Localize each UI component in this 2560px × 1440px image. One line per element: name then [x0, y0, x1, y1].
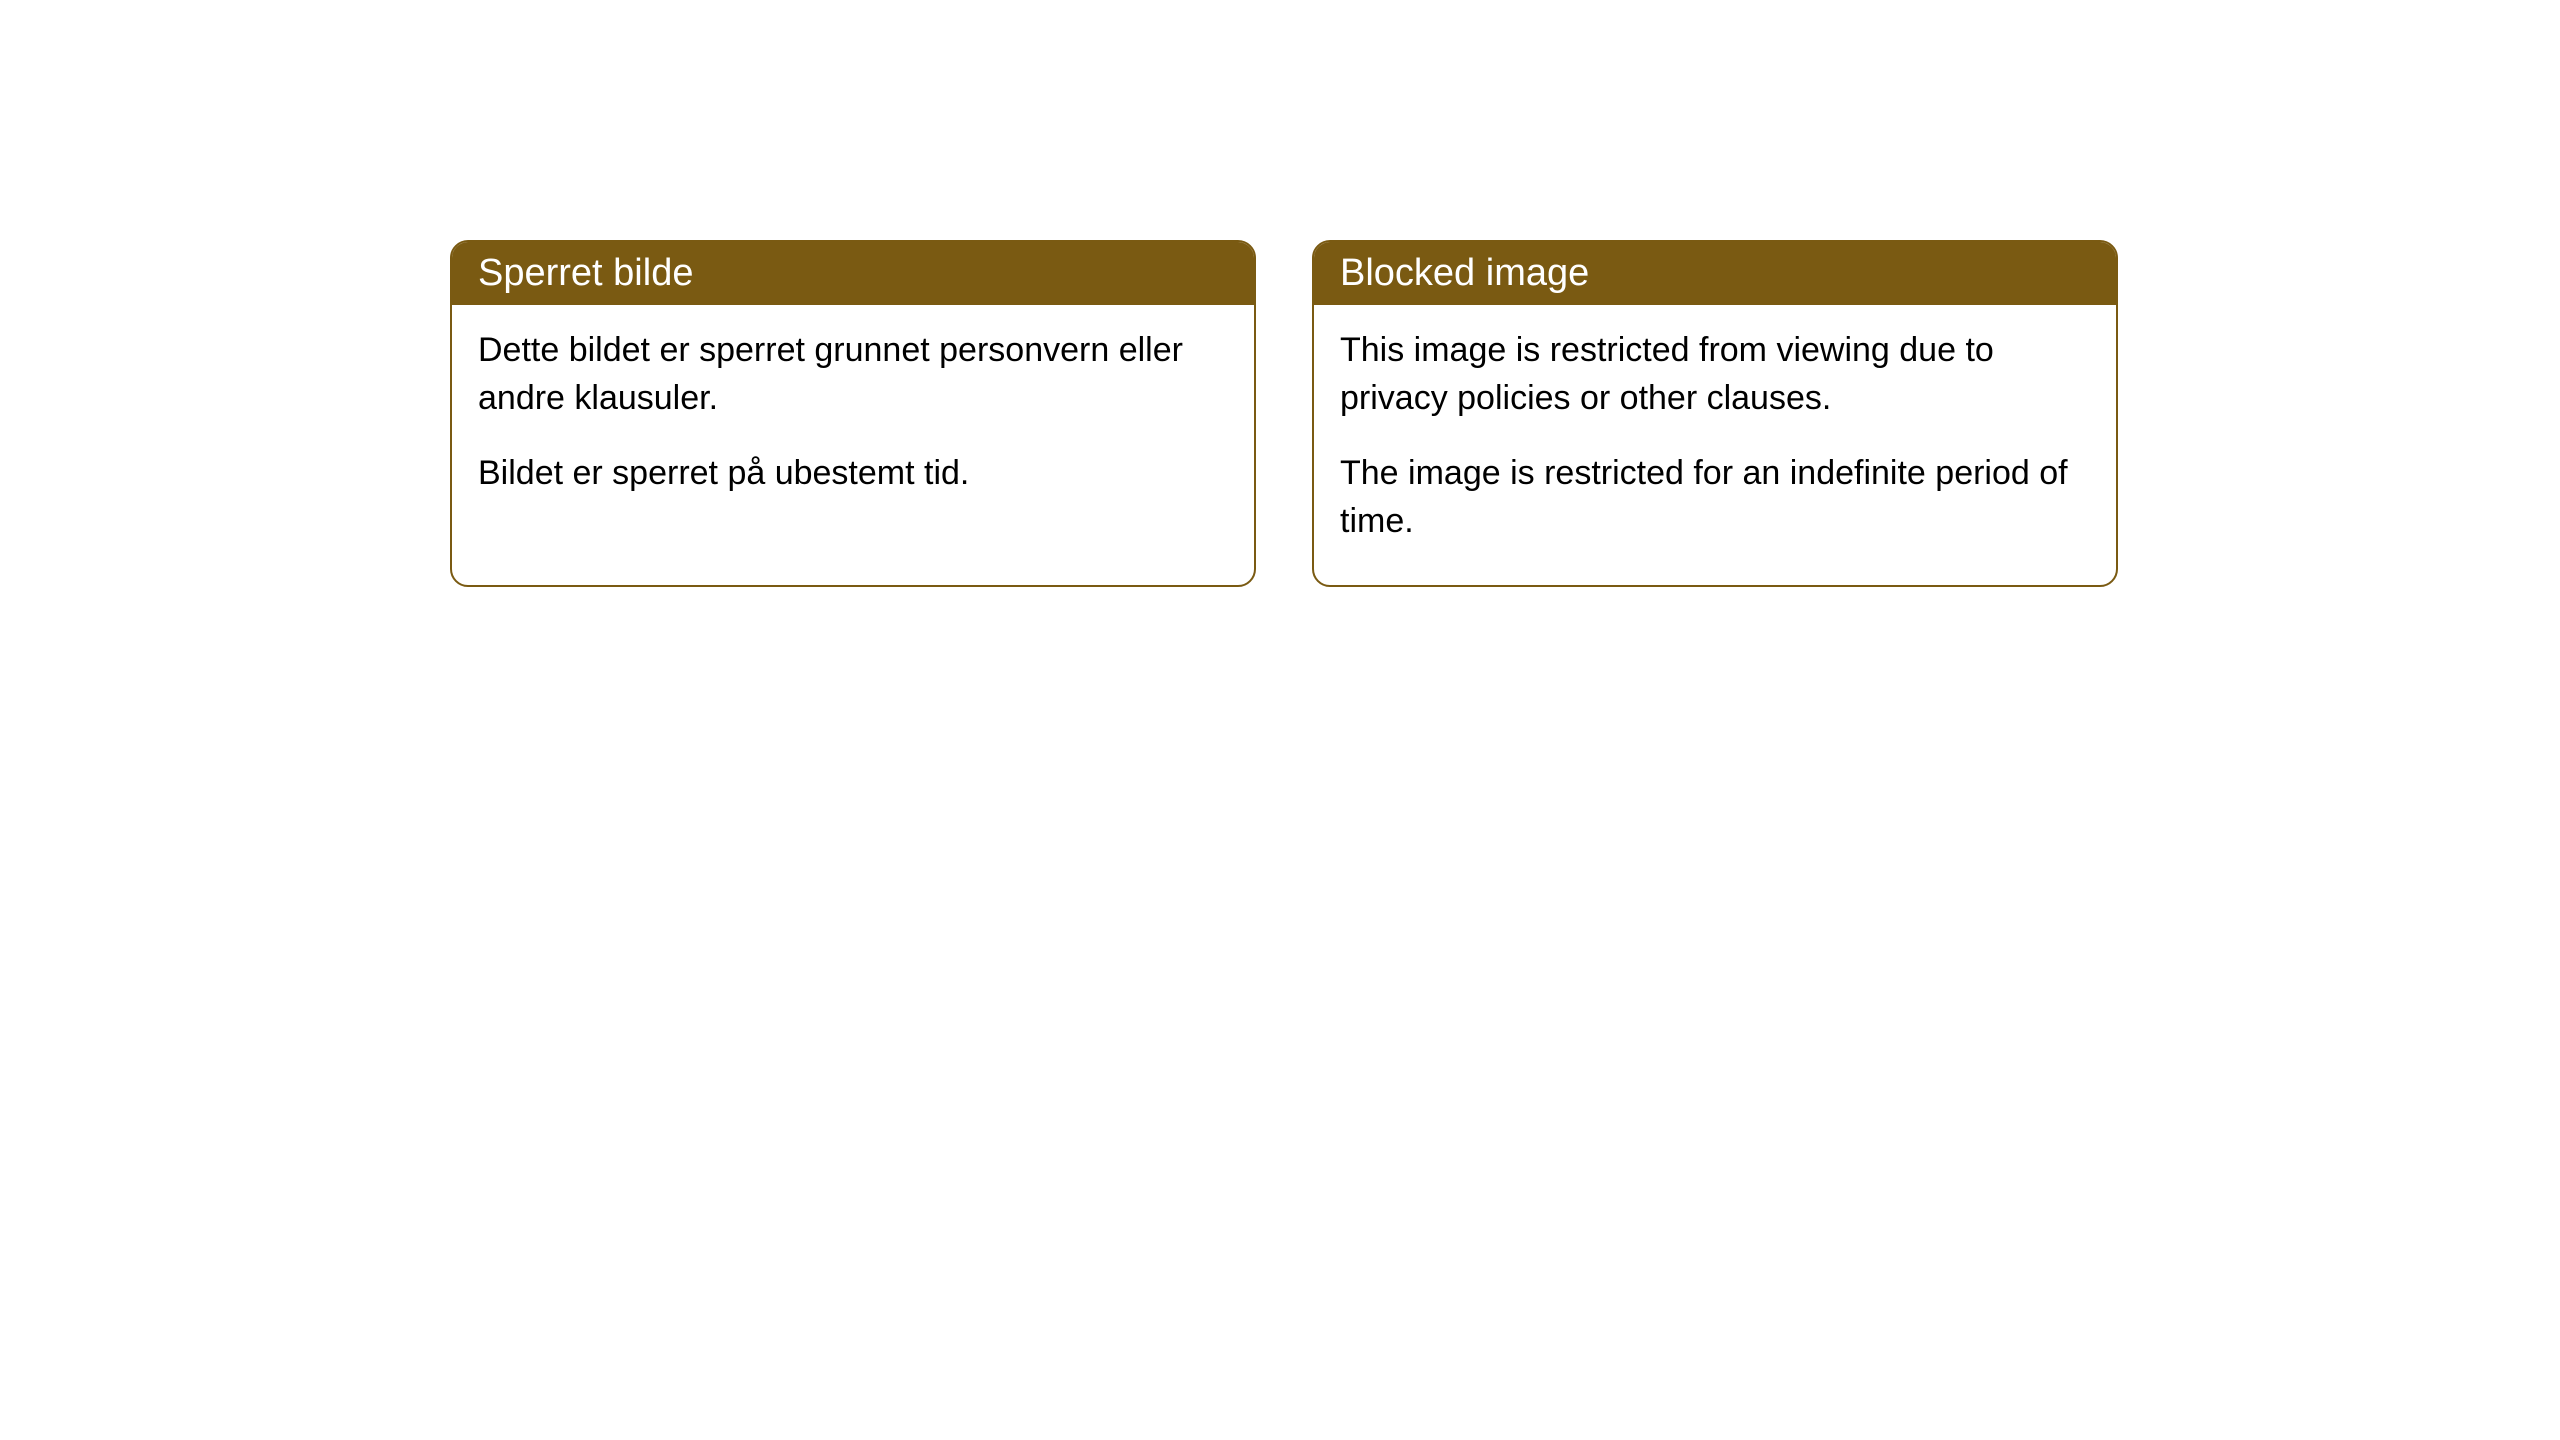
card-header: Blocked image [1314, 242, 2116, 305]
card-paragraph: Dette bildet er sperret grunnet personve… [478, 327, 1228, 422]
card-body: Dette bildet er sperret grunnet personve… [452, 305, 1254, 538]
card-title: Blocked image [1340, 252, 1589, 294]
notice-cards-container: Sperret bilde Dette bildet er sperret gr… [450, 240, 2118, 587]
card-body: This image is restricted from viewing du… [1314, 305, 2116, 585]
card-paragraph: Bildet er sperret på ubestemt tid. [478, 450, 1228, 498]
card-paragraph: This image is restricted from viewing du… [1340, 327, 2090, 422]
card-header: Sperret bilde [452, 242, 1254, 305]
notice-card-english: Blocked image This image is restricted f… [1312, 240, 2118, 587]
card-paragraph: The image is restricted for an indefinit… [1340, 450, 2090, 545]
card-title: Sperret bilde [478, 252, 693, 294]
notice-card-norwegian: Sperret bilde Dette bildet er sperret gr… [450, 240, 1256, 587]
